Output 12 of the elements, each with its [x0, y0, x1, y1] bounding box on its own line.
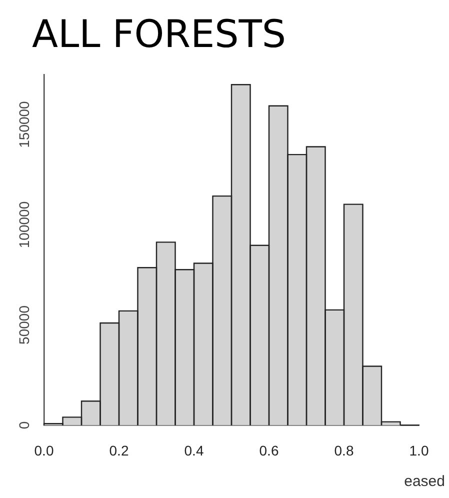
- x-tick-label: 0.0: [34, 442, 54, 458]
- x-tick-label: 0.4: [184, 442, 204, 458]
- y-tick-label: 100000: [16, 201, 32, 248]
- y-tick-label: 0: [16, 421, 32, 430]
- x-tick-label: 1.0: [409, 442, 429, 458]
- text: eased: [404, 473, 445, 490]
- y-tick-label: 50000: [16, 305, 32, 344]
- x-tick-label: 0.8: [334, 442, 354, 458]
- y-tick-label: 150000: [16, 100, 32, 148]
- chart-title: ALL FORESTS: [32, 12, 286, 56]
- x-tick-label: 0.2: [109, 442, 129, 458]
- x-tick-label: 0.6: [259, 442, 279, 458]
